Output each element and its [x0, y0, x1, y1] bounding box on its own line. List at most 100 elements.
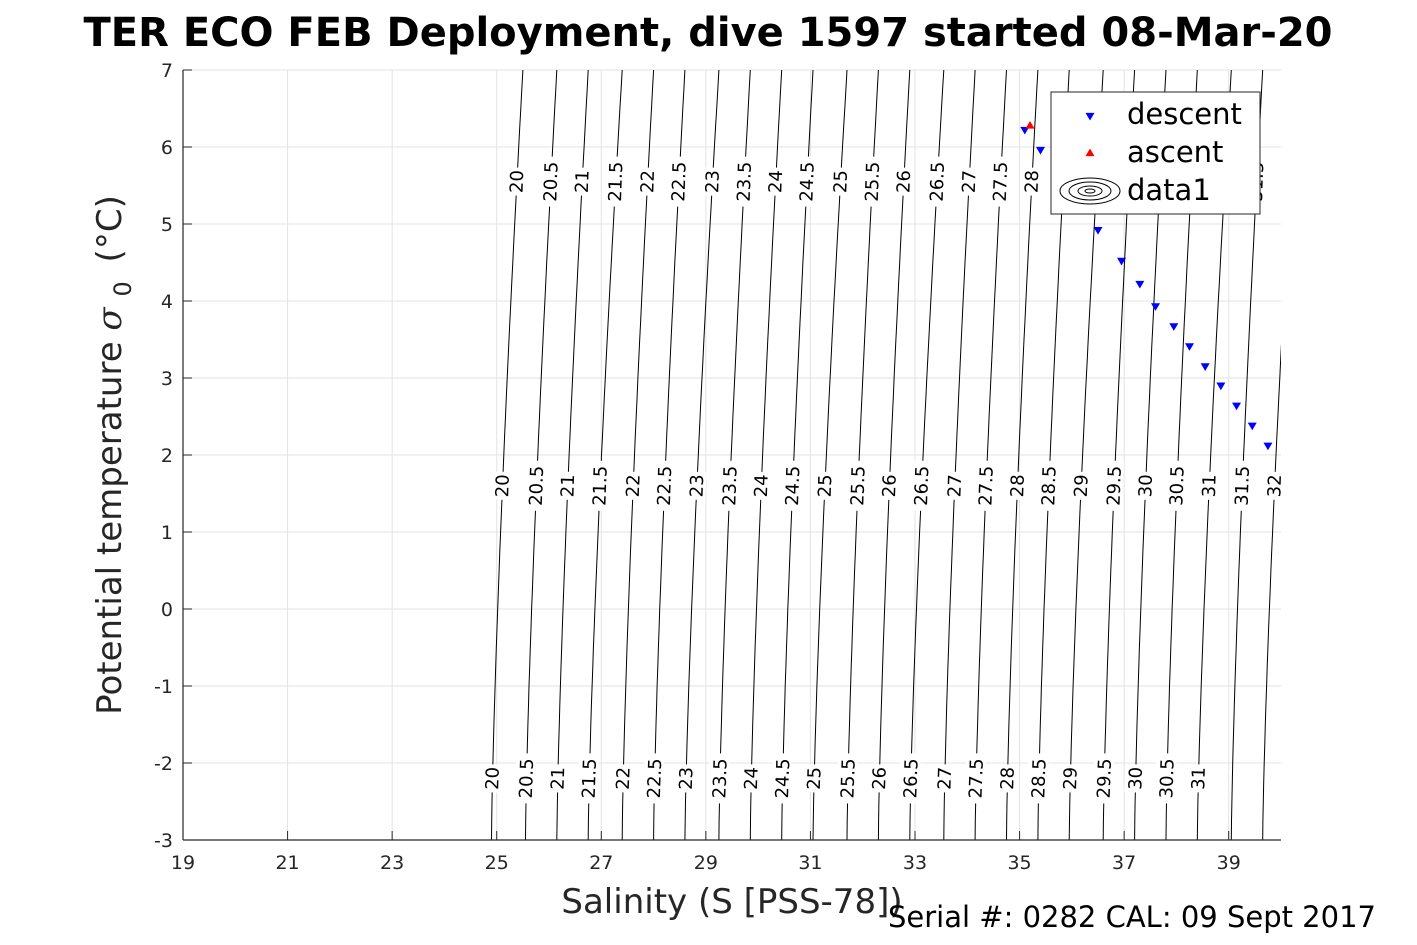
- contour-label: 20: [491, 471, 514, 501]
- descent-point: [1247, 422, 1257, 431]
- legend-label-descent: descent: [1127, 97, 1242, 131]
- svg-text:29: 29: [1071, 474, 1093, 498]
- legend-label-data1: data1: [1127, 173, 1211, 207]
- contour-label: 25.5: [836, 753, 860, 804]
- svg-text:27: 27: [934, 767, 956, 791]
- descent-point: [1185, 343, 1194, 351]
- svg-text:23: 23: [687, 474, 709, 498]
- svg-text:26.5: 26.5: [900, 758, 922, 799]
- contour-label: 28.5: [1037, 460, 1061, 512]
- svg-text:26: 26: [869, 767, 891, 791]
- contour-label: 25: [813, 471, 837, 501]
- svg-text:22.5: 22.5: [668, 161, 690, 202]
- svg-text:30.5: 30.5: [1156, 758, 1178, 799]
- contour-label: 27.5: [974, 460, 998, 512]
- svg-text:24.5: 24.5: [796, 161, 818, 202]
- contour-label: 26.5: [925, 156, 949, 207]
- contour-label: 30: [1124, 764, 1147, 793]
- contour-label: 32: [1263, 471, 1286, 501]
- y-tick-label: 6: [161, 137, 173, 159]
- contour-label: 27: [957, 167, 980, 196]
- contour-label: 29: [1058, 764, 1082, 793]
- grid-lines: [182, 69, 1281, 841]
- contour-label: 27: [943, 471, 966, 501]
- contour-label: 22.5: [652, 460, 676, 512]
- contour-label: 27.5: [988, 156, 1012, 207]
- contour-label: 31: [1197, 471, 1221, 501]
- legend-descent-marker: [1085, 112, 1095, 121]
- contour-label: 30: [1134, 471, 1157, 501]
- contour-line: [877, 70, 911, 840]
- x-tick-labels: 19 21 23 25 27 29 31 33 35 37 39: [171, 852, 1241, 874]
- contour-label: 28.5: [1027, 753, 1051, 804]
- svg-text:23.5: 23.5: [709, 758, 731, 799]
- svg-text:23.5: 23.5: [719, 465, 741, 506]
- contour-label: 24: [749, 471, 773, 501]
- svg-text:28: 28: [1022, 170, 1044, 194]
- contour-label: 23.5: [718, 460, 742, 512]
- contour-label: 28: [996, 764, 1019, 793]
- contour-label: 21: [556, 471, 579, 501]
- x-tick-label: 31: [798, 852, 822, 874]
- descent-point: [1232, 402, 1242, 411]
- svg-text:23.5: 23.5: [734, 161, 756, 202]
- svg-text:31: 31: [1199, 474, 1221, 498]
- svg-text:22: 22: [613, 767, 635, 791]
- svg-text:25: 25: [815, 474, 837, 498]
- contour-label: 22.5: [667, 156, 691, 207]
- contour-label: 21.5: [603, 156, 627, 207]
- contour-label: 20.5: [539, 156, 563, 207]
- contour-label: 23.5: [708, 753, 732, 804]
- x-tick-label: 29: [694, 852, 718, 874]
- svg-text:22.5: 22.5: [644, 758, 666, 799]
- contour-label: 24.5: [780, 460, 804, 512]
- x-tick-label: 39: [1217, 852, 1241, 874]
- contour-label: 23: [685, 471, 709, 501]
- descent-point: [1151, 303, 1161, 311]
- svg-text:25.5: 25.5: [847, 465, 869, 506]
- contour-label: 21: [546, 764, 569, 793]
- contour-label: 21.5: [588, 460, 612, 512]
- svg-text:30: 30: [1125, 767, 1147, 791]
- contour-line: [621, 70, 655, 840]
- y-tick-labels: -3 -2 -1 0 1 2 3 4 5 6 7: [154, 60, 173, 852]
- y-axis-subscript: 0: [109, 281, 137, 296]
- svg-text:30.5: 30.5: [1166, 465, 1188, 506]
- descent-point: [1200, 363, 1210, 371]
- contour-label: 20: [481, 764, 504, 793]
- svg-text:22: 22: [623, 474, 645, 498]
- descent-point: [1216, 382, 1226, 391]
- svg-text:26: 26: [879, 474, 901, 498]
- contour-label: 22.5: [642, 753, 666, 804]
- x-tick-label: 21: [275, 852, 299, 874]
- svg-text:26.5: 26.5: [911, 465, 933, 506]
- descent-point: [1035, 146, 1045, 155]
- contour-label: 30.5: [1165, 460, 1189, 512]
- contour-label: 24: [739, 764, 763, 793]
- contour-label: 28: [1006, 471, 1029, 501]
- contour-line: [684, 70, 720, 840]
- contour-label: 28: [1020, 167, 1043, 196]
- contour-label: 29.5: [1092, 753, 1116, 804]
- svg-text:27.5: 27.5: [975, 465, 997, 506]
- contour-label: 22: [621, 471, 645, 501]
- x-tick-label: 35: [1007, 852, 1031, 874]
- contour-line: [491, 70, 524, 840]
- contour-label: 22: [611, 764, 635, 793]
- svg-text:31: 31: [1188, 767, 1210, 791]
- svg-text:32: 32: [1264, 474, 1286, 498]
- svg-text:Potential temperature σ: Potential temperature σ 0 (°C): [90, 195, 140, 715]
- svg-text:20: 20: [492, 474, 514, 498]
- contour-label: 23.5: [732, 156, 756, 207]
- svg-text:26.5: 26.5: [927, 161, 949, 202]
- y-axis-unit: (°C): [90, 195, 130, 262]
- svg-text:25.5: 25.5: [837, 758, 859, 799]
- y-tick-label: 2: [161, 445, 173, 467]
- y-tick-label: -1: [154, 676, 173, 698]
- contour-label: 26.5: [909, 460, 933, 512]
- svg-text:29.5: 29.5: [1104, 465, 1126, 506]
- serial-cal-footer: Serial #: 0282 CAL: 09 Sept 2017: [888, 900, 1376, 934]
- contour-label: 24.5: [795, 156, 819, 207]
- contour-label: 26.5: [899, 753, 923, 804]
- contour-label: 26: [877, 471, 901, 501]
